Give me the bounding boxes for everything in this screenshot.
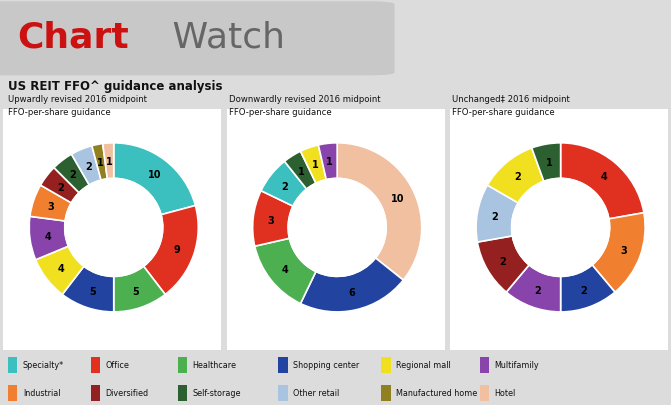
Text: Upwardly revised 2016 midpoint
FFO-per-share guidance: Upwardly revised 2016 midpoint FFO-per-s…	[8, 95, 147, 116]
Text: 1: 1	[326, 157, 333, 166]
Text: 3: 3	[47, 201, 54, 211]
Bar	[480, 357, 489, 373]
Wedge shape	[113, 143, 195, 215]
Wedge shape	[72, 146, 101, 185]
Bar	[91, 357, 100, 373]
Text: Multifamily: Multifamily	[495, 360, 539, 370]
Text: 3: 3	[620, 245, 627, 256]
Wedge shape	[301, 258, 403, 312]
Wedge shape	[261, 162, 307, 207]
Text: US REIT FFO^ guidance analysis: US REIT FFO^ guidance analysis	[8, 80, 223, 93]
Bar	[91, 385, 100, 401]
Bar	[381, 385, 391, 401]
Wedge shape	[255, 239, 316, 304]
Text: Unchanged‡ 2016 midpoint
FFO-per-share guidance: Unchanged‡ 2016 midpoint FFO-per-share g…	[452, 95, 570, 116]
Text: 10: 10	[148, 170, 161, 180]
Wedge shape	[318, 143, 338, 180]
Wedge shape	[487, 149, 544, 203]
Wedge shape	[103, 143, 114, 179]
Text: 4: 4	[282, 264, 289, 274]
Wedge shape	[40, 168, 79, 203]
Text: 2: 2	[580, 286, 587, 295]
Text: Hotel: Hotel	[495, 388, 516, 397]
Bar	[480, 385, 489, 401]
Text: 2: 2	[491, 211, 499, 221]
Circle shape	[511, 179, 610, 277]
Bar	[278, 385, 288, 401]
Text: Watch: Watch	[161, 20, 285, 54]
Bar	[450, 109, 668, 350]
Wedge shape	[531, 143, 561, 182]
Text: Shopping center: Shopping center	[293, 360, 360, 370]
Text: Industrial: Industrial	[23, 388, 60, 397]
Text: Self-storage: Self-storage	[193, 388, 241, 397]
Wedge shape	[592, 213, 645, 292]
Wedge shape	[560, 143, 644, 220]
Text: 5: 5	[89, 286, 96, 296]
Text: 10: 10	[391, 194, 404, 204]
Text: 1: 1	[546, 157, 552, 167]
Wedge shape	[253, 191, 293, 247]
Text: 6: 6	[349, 288, 356, 298]
Wedge shape	[507, 265, 560, 312]
Wedge shape	[144, 206, 198, 295]
Text: 5: 5	[132, 286, 139, 296]
Text: Diversified: Diversified	[105, 388, 148, 397]
Bar	[8, 385, 17, 401]
Text: Specialty*: Specialty*	[23, 360, 64, 370]
Text: 1: 1	[299, 166, 305, 177]
Text: 1: 1	[106, 156, 113, 166]
Text: 2: 2	[282, 181, 289, 191]
Text: Other retail: Other retail	[293, 388, 340, 397]
Text: Regional mall: Regional mall	[396, 360, 451, 370]
Wedge shape	[113, 266, 165, 312]
Text: 2: 2	[499, 256, 506, 266]
Bar	[178, 357, 187, 373]
Wedge shape	[62, 266, 113, 312]
Text: 3: 3	[268, 215, 274, 225]
Wedge shape	[285, 152, 316, 190]
Bar	[381, 357, 391, 373]
Text: 2: 2	[70, 170, 76, 180]
Bar	[278, 357, 288, 373]
Wedge shape	[30, 217, 68, 260]
Wedge shape	[36, 247, 84, 295]
Text: Chart: Chart	[17, 20, 129, 54]
Text: 4: 4	[600, 172, 607, 182]
Wedge shape	[92, 144, 107, 181]
FancyBboxPatch shape	[0, 2, 395, 76]
Bar	[227, 109, 445, 350]
Wedge shape	[30, 185, 71, 222]
Wedge shape	[477, 236, 529, 292]
Bar	[178, 385, 187, 401]
Text: 9: 9	[174, 244, 180, 254]
Bar	[3, 109, 221, 350]
Text: Downwardly revised 2016 midpoint
FFO-per-share guidance: Downwardly revised 2016 midpoint FFO-per…	[229, 95, 381, 116]
Wedge shape	[476, 185, 518, 243]
Wedge shape	[560, 265, 615, 312]
Text: 2: 2	[57, 182, 64, 192]
Text: 2: 2	[85, 161, 91, 171]
Text: 4: 4	[44, 232, 51, 241]
Wedge shape	[54, 155, 89, 193]
Circle shape	[64, 179, 163, 277]
Bar	[8, 357, 17, 373]
Wedge shape	[337, 143, 421, 280]
Circle shape	[288, 179, 386, 277]
Text: Office: Office	[105, 360, 130, 370]
Text: 1: 1	[97, 158, 104, 167]
Text: 1: 1	[312, 160, 319, 170]
Wedge shape	[301, 145, 326, 184]
Text: 2: 2	[514, 172, 521, 182]
Text: Healthcare: Healthcare	[193, 360, 237, 370]
Text: 4: 4	[57, 263, 64, 273]
Text: 2: 2	[534, 286, 541, 295]
Text: Manufactured home: Manufactured home	[396, 388, 477, 397]
